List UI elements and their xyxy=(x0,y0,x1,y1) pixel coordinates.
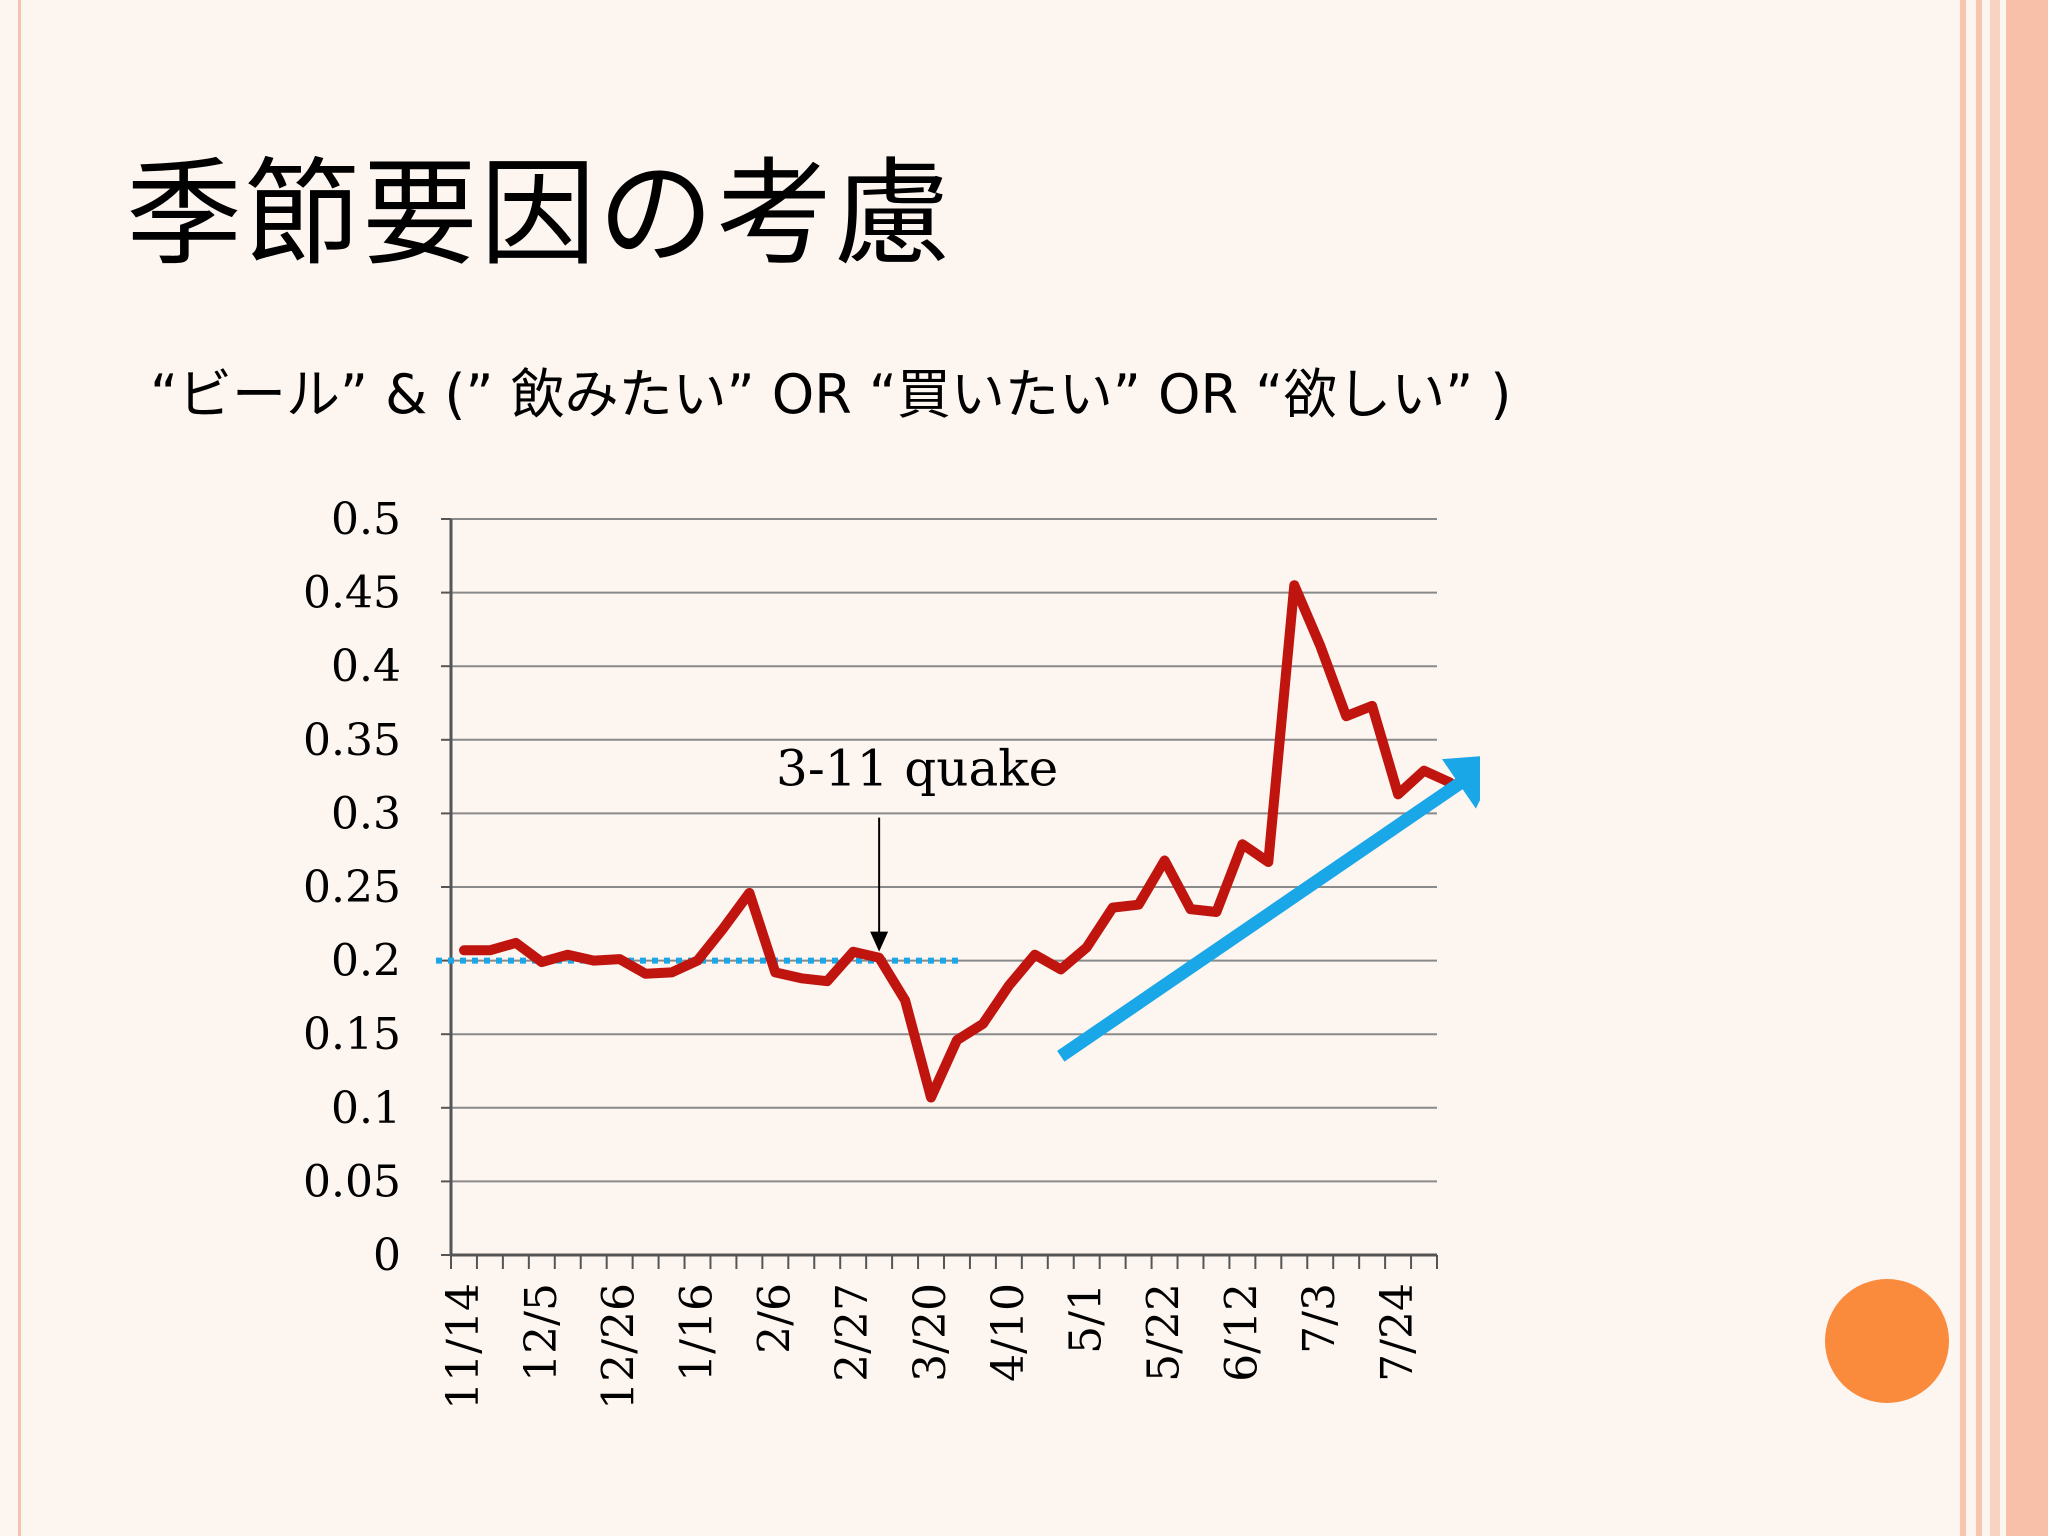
y-tick-label: 0.4 xyxy=(331,641,401,692)
y-tick-label: 0.2 xyxy=(331,936,401,987)
data-point xyxy=(1396,792,1401,797)
trend-arrow-shaft xyxy=(1057,775,1468,1062)
data-point xyxy=(1318,643,1323,648)
y-tick-label: 0 xyxy=(373,1230,401,1281)
data-point xyxy=(877,955,882,960)
accent-dot xyxy=(1825,1279,1949,1403)
data-point xyxy=(721,926,726,931)
right-stripe-2 xyxy=(1976,0,1982,1536)
data-point xyxy=(954,1038,959,1043)
right-stripe-3 xyxy=(1990,0,2000,1536)
data-point xyxy=(1162,858,1167,863)
x-tick-label: 2/6 xyxy=(749,1283,800,1354)
x-tick-label: 5/1 xyxy=(1061,1283,1112,1354)
x-tick-label: 7/3 xyxy=(1294,1283,1345,1354)
data-point xyxy=(513,940,518,945)
data-point xyxy=(617,957,622,962)
annotation-label: 3-11 quake xyxy=(776,740,1058,798)
data-point xyxy=(799,976,804,981)
x-tick-label: 6/12 xyxy=(1216,1283,1267,1382)
data-point xyxy=(1110,905,1115,910)
data-point xyxy=(1292,583,1297,588)
data-point xyxy=(903,998,908,1003)
data-point xyxy=(773,970,778,975)
trend-arrowhead xyxy=(1442,756,1480,809)
y-tick-label: 0.1 xyxy=(331,1083,401,1134)
data-point xyxy=(980,1021,985,1026)
x-tick-label: 12/26 xyxy=(594,1283,645,1410)
data-point xyxy=(1214,910,1219,915)
y-tick-label: 0.05 xyxy=(303,1156,401,1207)
slide-title: 季節要因の考慮 xyxy=(126,147,952,282)
data-point xyxy=(825,979,830,984)
data-point xyxy=(1084,945,1089,950)
y-tick-label: 0.5 xyxy=(331,494,401,545)
data-point xyxy=(461,948,466,953)
x-tick-label: 1/16 xyxy=(672,1283,723,1382)
right-stripe-4 xyxy=(2006,0,2048,1536)
slide-subtitle: “ビール” & (” 飲みたい” OR “買いたい” OR “欲しい” ) xyxy=(150,363,1512,426)
x-tick-label: 4/10 xyxy=(983,1283,1034,1382)
x-tick-label: 7/24 xyxy=(1372,1283,1423,1382)
y-tick-label: 0.35 xyxy=(303,715,401,766)
right-stripe-1 xyxy=(1960,0,1966,1536)
data-point xyxy=(1032,952,1037,957)
data-point xyxy=(565,952,570,957)
left-border xyxy=(18,0,21,1536)
data-point xyxy=(747,890,752,895)
data-point xyxy=(929,1095,934,1100)
data-point xyxy=(643,971,648,976)
x-tick-label: 11/14 xyxy=(438,1283,489,1410)
annotation-arrowhead xyxy=(870,931,889,952)
data-point xyxy=(669,970,674,975)
y-tick-label: 0.45 xyxy=(303,568,401,619)
data-point xyxy=(695,958,700,963)
data-point xyxy=(591,958,596,963)
y-tick-label: 0.3 xyxy=(331,788,401,839)
data-point xyxy=(1240,842,1245,847)
x-tick-label: 2/27 xyxy=(827,1283,878,1382)
data-point xyxy=(1136,902,1141,907)
data-point xyxy=(1188,907,1193,912)
line-chart: 0 0.05 0.1 0.15 0.2 0.25 0.3 0.35 0.4 0.45 0.5 11/1… xyxy=(303,494,1480,1410)
y-tick-label: 0.25 xyxy=(303,862,401,913)
data-point xyxy=(1422,768,1427,773)
data-point xyxy=(1266,859,1271,864)
series-line xyxy=(459,580,1455,1103)
x-tick-label: 12/5 xyxy=(516,1283,567,1382)
data-point xyxy=(1370,703,1375,708)
data-point xyxy=(487,948,492,953)
data-point xyxy=(539,960,544,965)
y-tick-label: 0.15 xyxy=(303,1009,401,1060)
data-point xyxy=(851,949,856,954)
data-point xyxy=(1006,983,1011,988)
data-point xyxy=(1058,967,1063,972)
x-tick-label: 3/20 xyxy=(905,1283,956,1382)
x-tick-label: 5/22 xyxy=(1139,1283,1190,1382)
data-point xyxy=(1344,714,1349,719)
